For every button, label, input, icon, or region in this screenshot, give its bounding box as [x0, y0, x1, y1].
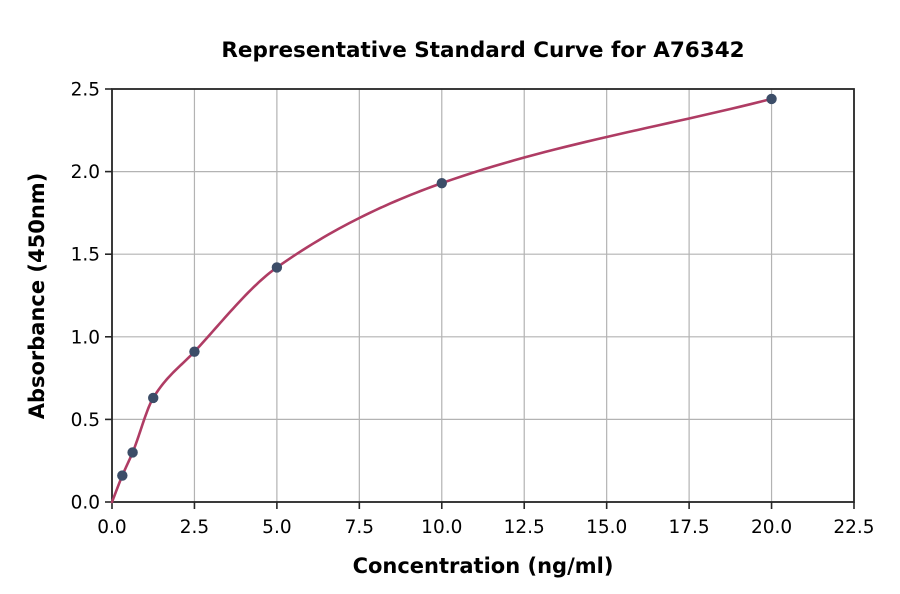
plot-border — [111, 88, 855, 503]
y-tick-label: 0.0 — [71, 493, 100, 514]
data-points — [117, 93, 777, 481]
data-point — [436, 177, 447, 189]
x-tick-label: 12.5 — [504, 517, 545, 538]
data-point — [148, 392, 159, 404]
axis-ticks — [105, 88, 855, 509]
data-point — [117, 470, 128, 481]
x-tick-label: 7.5 — [345, 517, 374, 538]
x-tick-label: 10.0 — [421, 517, 462, 538]
data-point — [766, 93, 777, 105]
data-point — [189, 346, 200, 357]
y-axis-label: Absorbance (450nm) — [25, 173, 49, 420]
x-axis-label: Concentration (ng/ml) — [353, 554, 614, 578]
y-tick-label: 1.0 — [71, 327, 100, 348]
y-tick-label: 2.5 — [71, 80, 100, 101]
x-tick-label: 17.5 — [669, 517, 710, 538]
x-tick-label: 22.5 — [833, 517, 874, 538]
chart-title: Representative Standard Curve for A76342 — [221, 38, 744, 63]
x-tick-label: 20.0 — [751, 517, 792, 538]
x-tick-label: 15.0 — [586, 517, 627, 538]
axis-tick-labels: 0.0 2.5 5.0 7.5 10.0 12.5 15.0 17.5 20.0 22.5 0.0 0… — [71, 80, 875, 539]
y-tick-label: 2.0 — [71, 162, 100, 183]
data-point — [127, 447, 138, 458]
gridlines — [111, 88, 855, 503]
x-tick-label: 2.5 — [180, 517, 209, 538]
data-point — [271, 262, 283, 273]
y-tick-label: 1.5 — [71, 245, 100, 266]
axes-box — [111, 88, 855, 503]
x-tick-label: 5.0 — [262, 517, 291, 538]
y-tick-label: 0.5 — [71, 410, 100, 431]
x-tick-label: 0.0 — [97, 517, 126, 538]
